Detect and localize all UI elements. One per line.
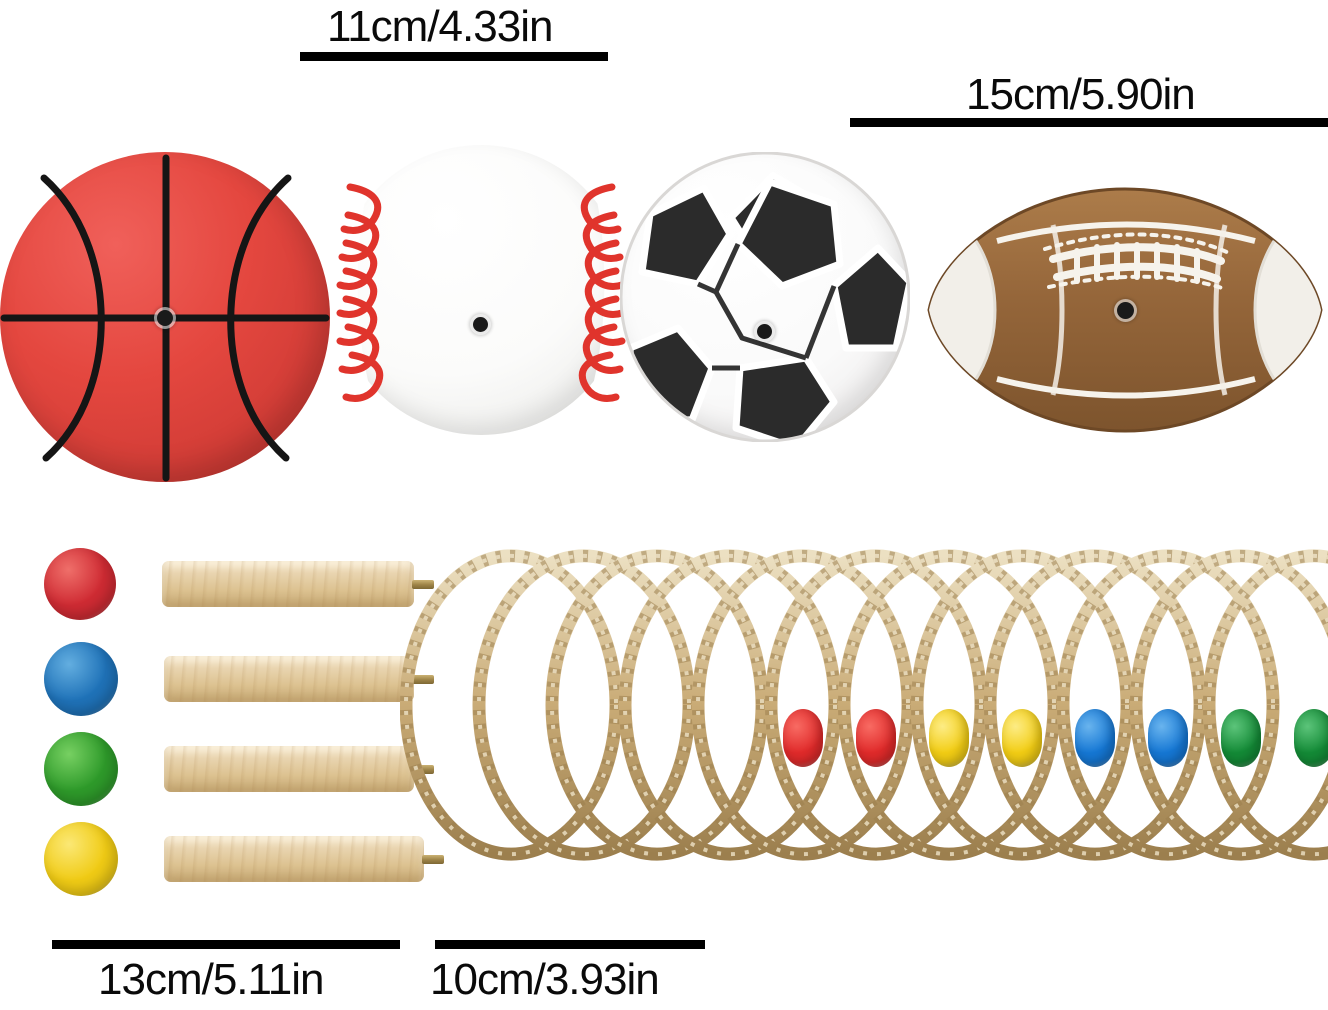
stick-yellow-screw-tip [422, 855, 444, 864]
measurement-bar-ring-diameter [435, 940, 705, 949]
rope-ring-10 [1056, 549, 1280, 861]
rope-ring-9 [983, 549, 1207, 861]
soccer-ball-patches [620, 152, 910, 442]
football-surface [927, 187, 1323, 433]
stick-green-wood-grain [164, 746, 414, 792]
rope-ring-4 [618, 549, 842, 861]
rope-ring-2 [472, 549, 696, 861]
bead-green-2 [1294, 708, 1328, 767]
bead-yellow-2 [1002, 708, 1042, 767]
football [925, 185, 1325, 435]
bead-green-1 [1221, 708, 1261, 767]
baseball-valve [473, 317, 488, 332]
stick-red-knob [44, 548, 116, 620]
stick-green-knob [44, 732, 118, 806]
stick-green-shaft [164, 746, 414, 792]
stick-red-wood-grain [162, 561, 414, 607]
basketball [0, 152, 330, 482]
stick-yellow-knob [44, 822, 118, 896]
stick-yellow-wood-grain [164, 836, 424, 882]
measurement-label-football-length: 15cm/5.90in [966, 70, 1196, 119]
football-valve [1117, 302, 1134, 319]
rope-ring-3 [545, 549, 769, 861]
stick-blue-knob [44, 642, 118, 716]
baseball [336, 145, 626, 435]
stick-red-shaft [162, 561, 414, 607]
rope-ring-set [400, 548, 1328, 878]
rope-ring-5 [691, 549, 915, 861]
rope-rings [400, 549, 1328, 861]
rope-ring-8 [910, 549, 1134, 861]
stick-blue-shaft [164, 656, 414, 702]
bead-yellow-1 [929, 708, 969, 767]
bead-red-1 [783, 708, 823, 767]
bead-blue-2 [1148, 708, 1188, 767]
rope-ring-11 [1129, 549, 1328, 861]
soccer-ball-valve [757, 324, 772, 339]
soccer-ball [620, 152, 910, 442]
rope-ring-7 [837, 549, 1061, 861]
basketball-valve [157, 310, 173, 326]
stick-blue-screw-tip [412, 675, 434, 684]
measurement-label-ring-diameter: 10cm/3.93in [430, 955, 660, 1004]
rope-ring-6 [764, 549, 988, 861]
measurement-bar-stick-length [52, 940, 400, 949]
rope-ring-1 [400, 549, 623, 861]
measurement-label-balls-diameter: 11cm/4.33in [327, 2, 553, 51]
measurement-bar-balls-diameter [300, 52, 608, 61]
stick-yellow-shaft [164, 836, 424, 882]
stick-yellow [44, 822, 448, 896]
bead-red-2 [856, 708, 896, 767]
stick-blue-wood-grain [164, 656, 414, 702]
bead-blue-1 [1075, 708, 1115, 767]
rope-ring-12 [1202, 549, 1328, 861]
baseball-surface [336, 145, 626, 435]
stick-red-screw-tip [412, 580, 434, 589]
stick-green [44, 732, 438, 806]
measurement-bar-football-length [850, 118, 1328, 127]
stick-blue [44, 642, 438, 716]
measurement-label-stick-length: 13cm/5.11in [98, 955, 324, 1004]
baseball-stitching [336, 156, 626, 426]
stick-red [44, 548, 438, 620]
